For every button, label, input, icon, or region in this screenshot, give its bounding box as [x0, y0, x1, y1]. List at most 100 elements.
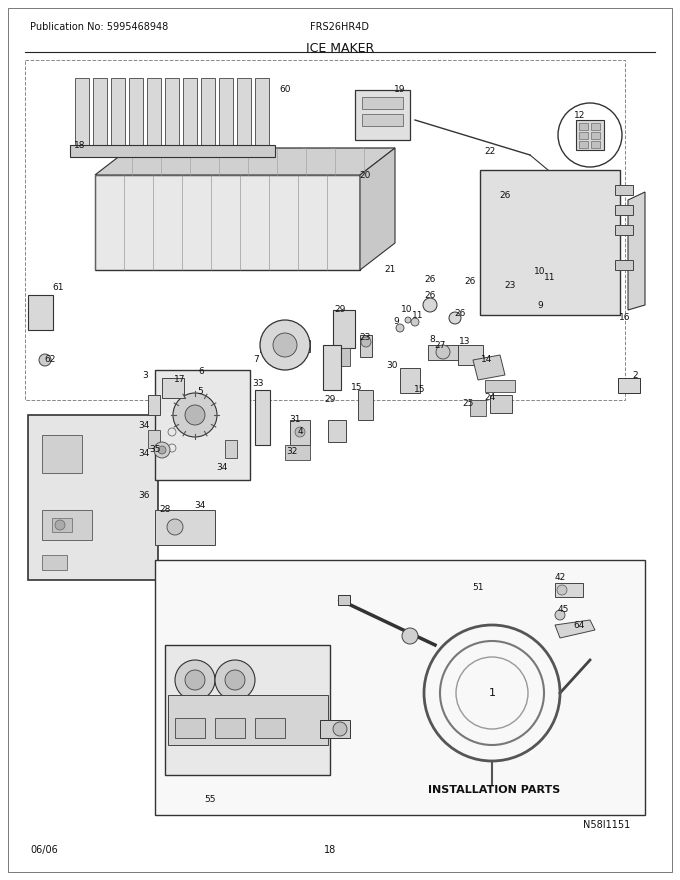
- Text: 42: 42: [554, 574, 566, 583]
- Circle shape: [361, 337, 371, 347]
- Text: INSTALLATION PARTS: INSTALLATION PARTS: [428, 785, 560, 795]
- Bar: [320, 720, 350, 738]
- Text: 9: 9: [537, 300, 543, 310]
- Bar: [555, 583, 583, 597]
- Polygon shape: [473, 355, 505, 380]
- Text: 11: 11: [412, 312, 424, 320]
- Text: 23: 23: [505, 281, 515, 290]
- Circle shape: [585, 130, 595, 140]
- Text: 29: 29: [335, 305, 345, 314]
- Text: 34: 34: [138, 421, 150, 429]
- Text: 13: 13: [459, 338, 471, 347]
- Text: 7: 7: [253, 356, 259, 364]
- Text: 26: 26: [464, 277, 476, 287]
- Bar: [111, 78, 125, 148]
- Circle shape: [154, 442, 170, 458]
- Bar: [25, 60, 625, 400]
- Bar: [470, 400, 486, 416]
- Text: Publication No: 5995468948: Publication No: 5995468948: [30, 22, 168, 32]
- Text: 34: 34: [216, 464, 228, 473]
- Text: 21: 21: [384, 266, 396, 275]
- Bar: [618, 378, 640, 393]
- Text: 9: 9: [393, 318, 399, 326]
- Circle shape: [215, 660, 255, 700]
- Bar: [148, 395, 160, 415]
- Bar: [75, 78, 89, 148]
- Circle shape: [423, 298, 437, 312]
- Bar: [615, 185, 633, 195]
- Text: 8: 8: [429, 335, 435, 344]
- Bar: [285, 445, 310, 460]
- Text: 2: 2: [632, 370, 638, 379]
- Circle shape: [158, 446, 166, 454]
- Bar: [290, 420, 310, 445]
- Text: 1: 1: [488, 688, 496, 698]
- Bar: [338, 595, 350, 605]
- Circle shape: [295, 427, 305, 437]
- Text: 61: 61: [52, 283, 64, 292]
- Text: 36: 36: [138, 490, 150, 500]
- Bar: [255, 718, 285, 738]
- Circle shape: [333, 722, 347, 736]
- Circle shape: [260, 320, 310, 370]
- Text: 17: 17: [174, 376, 186, 385]
- Bar: [458, 345, 483, 365]
- Text: 45: 45: [558, 605, 568, 614]
- Bar: [579, 132, 588, 139]
- Circle shape: [225, 670, 245, 690]
- Text: 3: 3: [142, 370, 148, 379]
- Bar: [155, 370, 250, 480]
- Circle shape: [449, 312, 461, 324]
- Bar: [340, 348, 350, 366]
- Text: 10: 10: [401, 305, 413, 314]
- Text: 18: 18: [324, 845, 336, 855]
- Text: 26: 26: [424, 275, 436, 284]
- Bar: [260, 340, 310, 352]
- Bar: [255, 390, 270, 445]
- Polygon shape: [628, 192, 645, 310]
- Bar: [480, 170, 620, 315]
- Circle shape: [55, 520, 65, 530]
- Bar: [255, 78, 269, 148]
- Polygon shape: [95, 148, 395, 175]
- Text: 24: 24: [484, 392, 496, 401]
- Text: 11: 11: [544, 274, 556, 282]
- Circle shape: [173, 393, 217, 437]
- Text: 23: 23: [359, 334, 371, 342]
- Text: 31: 31: [289, 415, 301, 424]
- Text: 22: 22: [484, 148, 496, 157]
- Bar: [328, 420, 346, 442]
- Bar: [591, 123, 600, 130]
- Text: 51: 51: [472, 583, 483, 592]
- Bar: [485, 380, 515, 392]
- Bar: [201, 78, 215, 148]
- Bar: [576, 120, 604, 150]
- Bar: [215, 718, 245, 738]
- Circle shape: [402, 628, 418, 644]
- Bar: [168, 695, 328, 745]
- Text: 26: 26: [424, 290, 436, 299]
- Text: 34: 34: [138, 449, 150, 458]
- Bar: [95, 175, 360, 270]
- Bar: [490, 395, 512, 413]
- Bar: [219, 78, 233, 148]
- Text: 34: 34: [194, 501, 205, 510]
- Circle shape: [405, 317, 411, 323]
- Bar: [225, 440, 237, 458]
- Bar: [615, 205, 633, 215]
- Bar: [165, 78, 179, 148]
- Text: 25: 25: [462, 399, 474, 407]
- Text: 32: 32: [286, 446, 298, 456]
- Text: 5: 5: [197, 387, 203, 397]
- Text: 19: 19: [394, 85, 406, 94]
- Bar: [175, 718, 205, 738]
- Text: ICE MAKER: ICE MAKER: [306, 42, 374, 55]
- Text: 26: 26: [499, 190, 511, 200]
- Text: 64: 64: [573, 620, 585, 629]
- Bar: [355, 90, 410, 140]
- Bar: [360, 335, 372, 357]
- Bar: [591, 132, 600, 139]
- Text: 18: 18: [74, 141, 86, 150]
- Bar: [42, 555, 67, 570]
- Bar: [579, 123, 588, 130]
